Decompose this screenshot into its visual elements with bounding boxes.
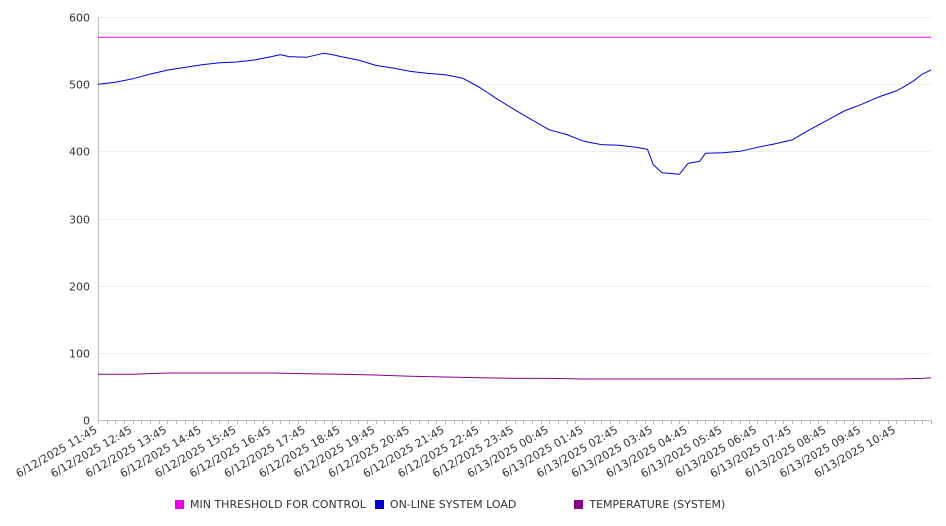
legend-swatch	[574, 500, 584, 509]
y-tick-label: 200	[69, 281, 90, 294]
legend: MIN THRESHOLD FOR CONTROL ON-LINE SYSTEM …	[175, 498, 725, 511]
legend-swatch	[374, 500, 384, 509]
series-line-1	[97, 52, 932, 175]
series-line-2	[98, 372, 932, 380]
y-tick-label: 500	[69, 79, 90, 92]
legend-label: ON-LINE SYSTEM LOAD	[389, 498, 517, 511]
grid-lines	[98, 17, 931, 354]
legend-item: MIN THRESHOLD FOR CONTROL	[175, 498, 366, 511]
axes	[98, 17, 932, 424]
legend-item: ON-LINE SYSTEM LOAD	[374, 498, 517, 511]
legend-item: TEMPERATURE (SYSTEM)	[574, 498, 725, 511]
legend-label: MIN THRESHOLD FOR CONTROL	[190, 498, 366, 511]
y-tick-label: 100	[69, 348, 90, 361]
legend-label: TEMPERATURE (SYSTEM)	[589, 498, 726, 511]
series-lines	[97, 36, 932, 380]
y-tick-label: 600	[69, 12, 90, 25]
y-tick-label: 0	[83, 415, 90, 428]
y-tick-label: 400	[69, 146, 90, 159]
legend-swatch	[175, 500, 184, 509]
y-tick-label: 300	[69, 214, 90, 227]
